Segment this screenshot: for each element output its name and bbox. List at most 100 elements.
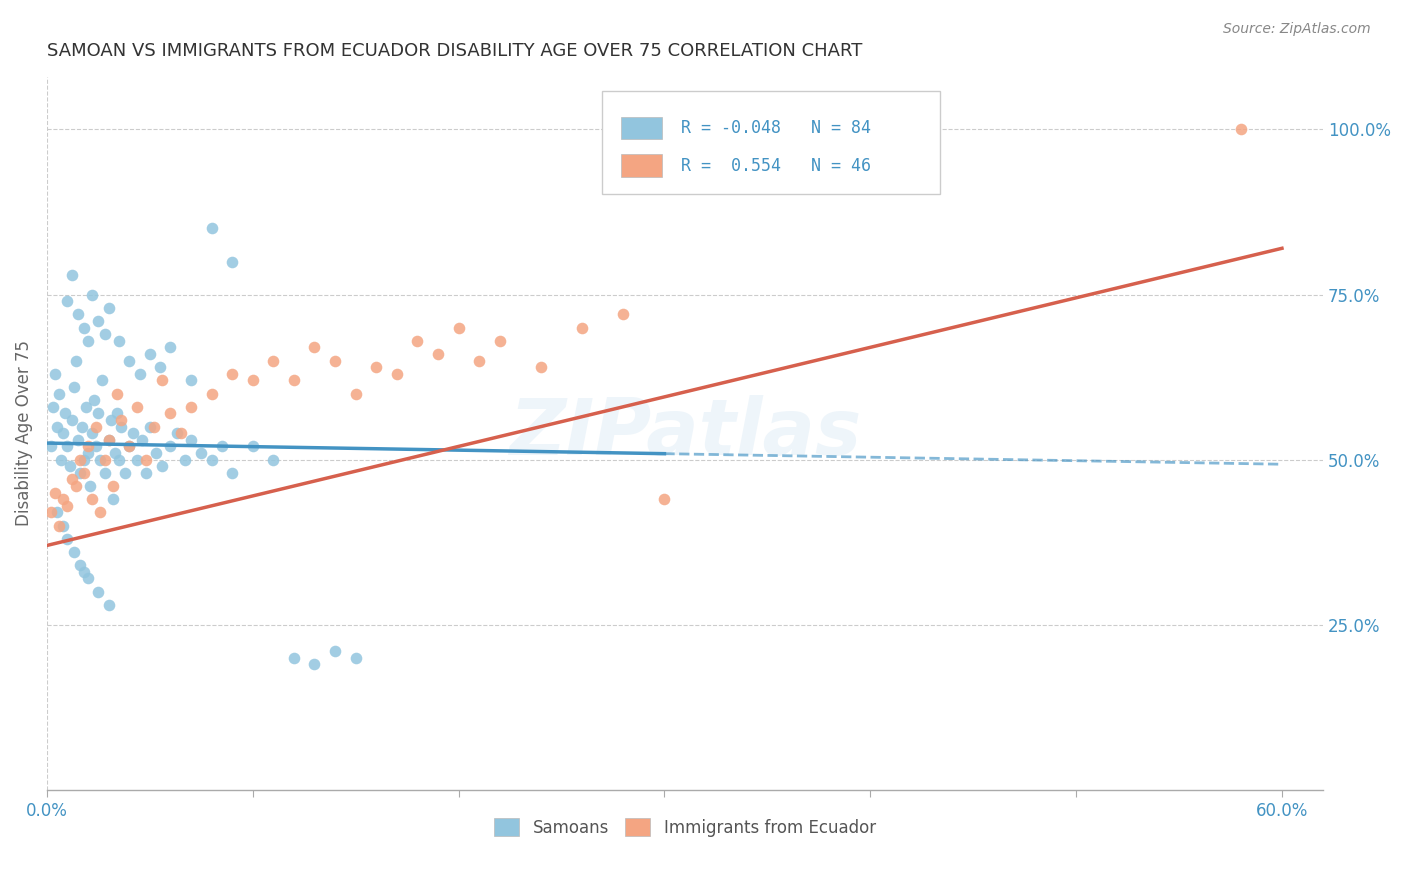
Point xyxy=(79,479,101,493)
Point xyxy=(89,452,111,467)
Point xyxy=(654,492,676,507)
Point xyxy=(97,301,120,315)
Point xyxy=(46,419,69,434)
Point xyxy=(82,492,104,507)
Point xyxy=(180,400,202,414)
Point xyxy=(242,439,264,453)
Point xyxy=(427,347,450,361)
Point xyxy=(262,353,284,368)
Point xyxy=(211,439,233,453)
Point xyxy=(323,353,346,368)
Point xyxy=(56,532,79,546)
Point xyxy=(101,492,124,507)
Point xyxy=(73,466,96,480)
Point xyxy=(150,373,173,387)
Point xyxy=(51,452,73,467)
Point xyxy=(56,499,79,513)
Point xyxy=(114,466,136,480)
Point xyxy=(200,221,222,235)
Point xyxy=(159,340,181,354)
Point xyxy=(65,479,87,493)
Point xyxy=(87,406,110,420)
Point xyxy=(100,413,122,427)
Point xyxy=(39,439,62,453)
Point xyxy=(488,334,510,348)
Point xyxy=(48,386,70,401)
Point xyxy=(62,545,84,559)
Point xyxy=(84,419,107,434)
Point xyxy=(52,518,75,533)
Point xyxy=(159,439,181,453)
Point xyxy=(56,294,79,309)
Point xyxy=(304,340,326,354)
FancyBboxPatch shape xyxy=(621,117,662,139)
Point xyxy=(283,373,305,387)
Y-axis label: Disability Age Over 75: Disability Age Over 75 xyxy=(15,340,32,526)
Point xyxy=(69,558,91,573)
Point xyxy=(180,373,202,387)
Point xyxy=(46,505,69,519)
Point xyxy=(135,452,157,467)
Point xyxy=(97,433,120,447)
Point xyxy=(65,353,87,368)
Point xyxy=(77,446,100,460)
Point xyxy=(82,426,104,441)
Point xyxy=(108,334,131,348)
Point xyxy=(55,406,77,420)
Point xyxy=(70,419,93,434)
Point xyxy=(108,452,131,467)
Text: R =  0.554   N = 46: R = 0.554 N = 46 xyxy=(681,157,872,175)
Point xyxy=(170,426,193,441)
Point xyxy=(101,479,124,493)
Point xyxy=(118,439,141,453)
Point xyxy=(105,406,128,420)
FancyBboxPatch shape xyxy=(602,91,941,194)
Point xyxy=(62,380,84,394)
Point xyxy=(128,367,150,381)
Point xyxy=(56,439,79,453)
Point xyxy=(127,400,149,414)
Point xyxy=(323,644,346,658)
Point xyxy=(406,334,429,348)
Point xyxy=(150,459,173,474)
Point xyxy=(93,466,115,480)
Point xyxy=(42,400,65,414)
Point xyxy=(127,452,149,467)
Point xyxy=(48,518,70,533)
Point xyxy=(69,466,91,480)
Point xyxy=(58,459,80,474)
Point xyxy=(385,367,408,381)
Point xyxy=(69,452,91,467)
Point xyxy=(77,334,100,348)
Point xyxy=(159,406,181,420)
Point xyxy=(190,446,212,460)
Point xyxy=(110,419,132,434)
Text: Source: ZipAtlas.com: Source: ZipAtlas.com xyxy=(1223,22,1371,37)
Point xyxy=(97,433,120,447)
Point xyxy=(571,320,593,334)
Point xyxy=(122,426,145,441)
Point xyxy=(612,307,634,321)
Point xyxy=(39,505,62,519)
Point xyxy=(530,360,553,375)
Text: ZIPatlas: ZIPatlas xyxy=(509,395,860,471)
Point xyxy=(93,452,115,467)
FancyBboxPatch shape xyxy=(621,154,662,178)
Point xyxy=(221,254,243,268)
Point xyxy=(283,650,305,665)
Point xyxy=(118,439,141,453)
Point xyxy=(93,327,115,342)
Point xyxy=(89,505,111,519)
Point xyxy=(142,419,165,434)
Point xyxy=(173,452,195,467)
Point xyxy=(105,386,128,401)
Point xyxy=(366,360,388,375)
Point xyxy=(139,419,162,434)
Point xyxy=(139,347,162,361)
Point xyxy=(344,386,367,401)
Point xyxy=(242,373,264,387)
Point xyxy=(262,452,284,467)
Point xyxy=(468,353,491,368)
Point xyxy=(73,452,96,467)
Point xyxy=(221,367,243,381)
